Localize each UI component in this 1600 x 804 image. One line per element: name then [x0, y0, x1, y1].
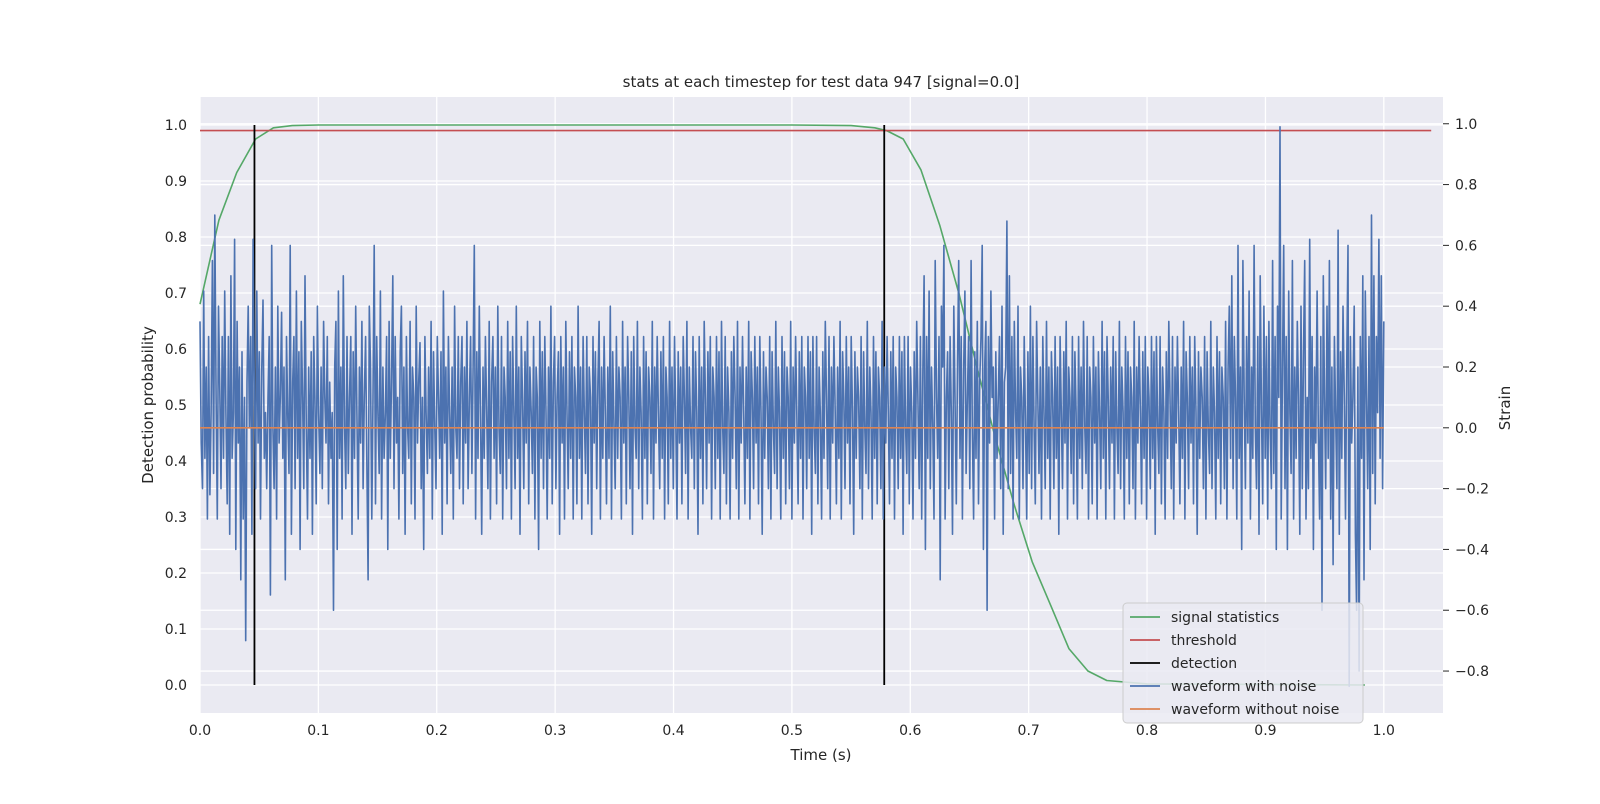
chart-legend: signal statistics threshold detection wavef… — [1122, 602, 1364, 724]
y-tick-label: 0.4 — [165, 454, 187, 470]
right-axis-label: Strain — [1496, 386, 1514, 430]
signal-statistics-line — [199, 124, 1365, 686]
right-tick-label: 0.2 — [1455, 360, 1477, 376]
x-tick-label: 0.6 — [899, 723, 921, 739]
y-tick-label: 0.0 — [165, 678, 187, 694]
legend-entry: waveform without noise — [1171, 702, 1339, 718]
y-axis-ticks: 0.0 0.1 0.2 0.3 0.4 0.5 0.6 0.7 0.8 0.9 1.0 — [165, 118, 187, 694]
right-tick-label: 0.4 — [1455, 299, 1477, 315]
legend-entry: waveform with noise — [1171, 679, 1316, 695]
x-tick-label: 1.0 — [1373, 723, 1395, 739]
x-tick-label: 0.0 — [189, 723, 211, 739]
y-tick-label: 0.2 — [165, 566, 187, 582]
y-axis-label: Detection probability — [139, 326, 157, 484]
right-tick-label: −0.2 — [1455, 482, 1489, 498]
y-tick-label: 0.8 — [165, 230, 187, 246]
legend-entry: threshold — [1171, 633, 1237, 649]
x-tick-label: 0.9 — [1254, 723, 1276, 739]
x-tick-label: 0.3 — [544, 723, 566, 739]
y-tick-label: 0.6 — [165, 342, 187, 358]
x-axis-ticks: 0.0 0.1 0.2 0.3 0.4 0.5 0.6 0.7 0.8 0.9 1.0 — [189, 723, 1395, 739]
x-tick-label: 0.8 — [1136, 723, 1158, 739]
right-tick-label: −0.4 — [1455, 542, 1489, 558]
x-tick-label: 0.7 — [1018, 723, 1040, 739]
x-tick-label: 0.4 — [662, 723, 684, 739]
x-tick-label: 0.2 — [426, 723, 448, 739]
right-axis-ticks: 1.0 0.8 0.6 0.4 0.2 0.0 −0.2 −0.4 −0.6 −0.8 — [1443, 117, 1489, 680]
series-layer — [199, 124, 1432, 688]
x-tick-label: 0.5 — [781, 723, 803, 739]
right-tick-label: −0.8 — [1455, 664, 1489, 680]
legend-entry: detection — [1171, 656, 1237, 672]
x-axis-label: Time (s) — [790, 746, 852, 764]
y-tick-label: 0.9 — [165, 174, 187, 190]
right-tick-label: 0.0 — [1455, 421, 1477, 437]
right-tick-label: 1.0 — [1455, 117, 1477, 133]
y-tick-label: 0.5 — [165, 398, 187, 414]
legend-entry: signal statistics — [1171, 610, 1279, 626]
waveform-with-noise-line — [199, 126, 1385, 688]
right-tick-label: 0.8 — [1455, 178, 1477, 194]
y-tick-label: 1.0 — [165, 118, 187, 134]
right-tick-label: −0.6 — [1455, 603, 1489, 619]
legend-box — [1122, 602, 1364, 724]
y-tick-label: 0.1 — [165, 622, 187, 638]
chart-title: stats at each timestep for test data 947… — [623, 73, 1020, 91]
x-tick-label: 0.1 — [307, 723, 329, 739]
y-tick-label: 0.3 — [165, 510, 187, 526]
right-tick-label: 0.6 — [1455, 238, 1477, 254]
y-tick-label: 0.7 — [165, 286, 187, 302]
